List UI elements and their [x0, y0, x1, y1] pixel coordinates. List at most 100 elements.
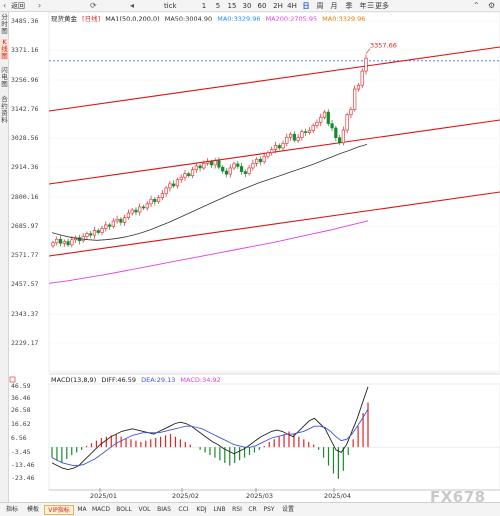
- candle-up: [51, 242, 55, 247]
- candle-down: [134, 209, 138, 213]
- panel-toggle-icon: [9, 376, 16, 383]
- candle-up: [179, 176, 183, 181]
- interval-0[interactable]: 1: [201, 2, 207, 10]
- candle-up: [62, 241, 66, 244]
- indicator-tab-8[interactable]: CCI: [178, 506, 189, 513]
- candle-down: [258, 158, 263, 163]
- price-tick-label: 2229.17: [11, 339, 39, 347]
- candle-up: [164, 187, 168, 194]
- indicator-tab-7[interactable]: BIAS: [157, 506, 171, 513]
- ma50-value: MA50:3004.90: [164, 15, 213, 23]
- indicator-tab-13[interactable]: PSY: [263, 506, 275, 513]
- macd-tick-label: 36.46: [11, 394, 31, 402]
- price-tick-label: 2914.36: [11, 163, 39, 171]
- interval-9[interactable]: 月: [330, 2, 338, 10]
- candle-up: [213, 160, 217, 166]
- candle-up: [126, 212, 131, 218]
- indicator-tab-14[interactable]: 设置: [281, 506, 294, 513]
- top-toolbar: ‹ 返回 › ⟳ ◂ tick 1 5 15 30 60 2H 4H 日周月季年 ☰ 更多 ⌃ ⚙: [0, 0, 500, 12]
- candle-down: [209, 161, 213, 166]
- sidebar-tab-2[interactable]: 闪电图: [1, 66, 8, 88]
- ma200-value: MA200:2705.95: [265, 15, 318, 23]
- candle-down: [153, 198, 157, 203]
- more-button[interactable]: 更多: [375, 2, 389, 10]
- indicator-tab-2[interactable]: VIP指标: [44, 505, 74, 515]
- price-tick-label: 2457.57: [11, 280, 39, 288]
- indicator-tab-5[interactable]: BOLL: [116, 506, 132, 513]
- candle-up: [356, 84, 361, 90]
- interval-1[interactable]: 5: [215, 2, 221, 10]
- tick-button[interactable]: tick: [164, 2, 177, 10]
- more-grid-icon[interactable]: ☰: [367, 1, 375, 10]
- interval-11[interactable]: 年: [359, 2, 367, 10]
- indicator-tab-9[interactable]: KDJ: [196, 506, 207, 513]
- candle-down: [89, 233, 93, 236]
- candle-up: [281, 143, 285, 149]
- ma200-line: [48, 220, 369, 284]
- candle-up: [70, 239, 74, 246]
- sidebar-tab-3[interactable]: 合约资料: [1, 95, 8, 124]
- candle-up: [104, 224, 108, 229]
- candle-up: [345, 114, 349, 131]
- interval-5[interactable]: 2H: [273, 2, 283, 10]
- date-tick-label: 2025/03: [246, 492, 274, 500]
- interval-4[interactable]: 60: [257, 2, 267, 10]
- indicator-tab-0[interactable]: 指标: [5, 506, 18, 513]
- indicator-tab-6[interactable]: VOL: [138, 506, 151, 513]
- candle-up: [149, 198, 153, 205]
- candle-up: [341, 129, 345, 144]
- candle-up: [228, 167, 232, 175]
- macd-legend: MACD(13,8,9) DIFF:46.59 DEA:29.13 MACD:3…: [51, 376, 224, 386]
- ma0-value: MA0:3329.96: [217, 15, 261, 23]
- ma50-line: [51, 144, 368, 241]
- indicator-tab-11[interactable]: RSI: [232, 506, 242, 513]
- interval-6[interactable]: 4H: [287, 2, 297, 10]
- sidebar-tab-0[interactable]: 分时图: [1, 13, 8, 35]
- date-tick-label: 2025/04: [324, 492, 352, 500]
- indicator-tab-4[interactable]: MACD: [92, 506, 110, 513]
- indicator-tab-12[interactable]: CR: [248, 506, 257, 513]
- forward-icon[interactable]: ›: [38, 1, 42, 10]
- back-arrow-icon[interactable]: ‹: [3, 1, 7, 10]
- candle-down: [141, 206, 146, 209]
- high-price-label: 3357.66: [370, 42, 397, 50]
- period-label: [日线]: [82, 15, 101, 23]
- macd-tick-label: 26.58: [11, 406, 31, 414]
- candle-up: [85, 233, 89, 237]
- interval-3[interactable]: 30: [242, 2, 252, 10]
- candle-up: [115, 218, 119, 222]
- ma-params: MA1(50,0,200,0): [105, 15, 160, 23]
- candle-up: [55, 238, 59, 244]
- refresh-icon[interactable]: ⟳: [90, 1, 97, 10]
- candle-up: [364, 57, 368, 72]
- candle-up: [100, 228, 104, 233]
- macd-tick-label: -23.46: [11, 474, 35, 482]
- candle-up: [270, 149, 274, 153]
- macd-tick-label: 6.56: [11, 434, 27, 442]
- price-tick-label: 2800.16: [11, 193, 39, 201]
- candle-up: [111, 220, 115, 227]
- candle-down: [58, 238, 63, 244]
- caret-left-icon[interactable]: ◂: [130, 1, 135, 10]
- interval-7[interactable]: 日: [302, 2, 310, 10]
- price-tick-label: 3371.16: [11, 46, 39, 54]
- price-tick-label: 2685.97: [11, 222, 39, 230]
- indicator-tab-1[interactable]: 模板: [26, 506, 39, 513]
- candle-down: [239, 166, 244, 172]
- settings-gear-icon[interactable]: ⚙: [488, 1, 496, 10]
- candle-down: [338, 137, 342, 144]
- indicator-tab-3[interactable]: MA: [77, 506, 87, 513]
- ma0b-value: MA0:3329.96: [322, 15, 366, 23]
- sidebar-tab-1[interactable]: K线图: [0, 38, 9, 60]
- macd-tick-label: 16.62: [11, 420, 31, 428]
- interval-2[interactable]: 15: [227, 2, 237, 10]
- candle-up: [311, 125, 315, 131]
- candle-up: [247, 167, 251, 174]
- interval-10[interactable]: 季: [345, 2, 353, 10]
- interval-8[interactable]: 周: [316, 2, 324, 10]
- price-panel-frame: [48, 11, 500, 373]
- indicator-tab-10[interactable]: LNB: [213, 506, 226, 513]
- expand-up-icon[interactable]: ⌃: [473, 1, 480, 10]
- back-button[interactable]: 返回: [11, 2, 25, 10]
